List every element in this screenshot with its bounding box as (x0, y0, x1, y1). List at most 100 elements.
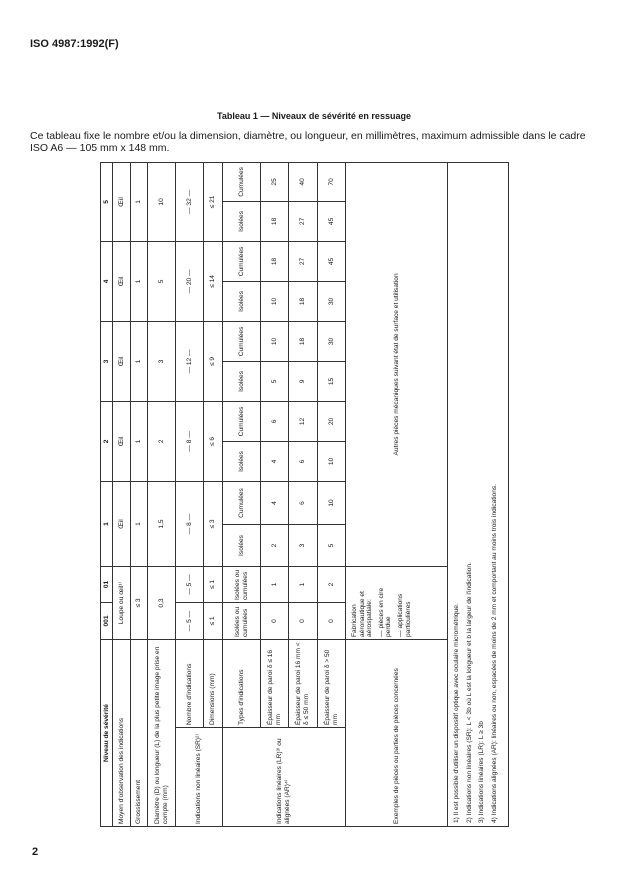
cell: 25 (260, 162, 289, 202)
cell-cumulated: Cumulées (222, 401, 261, 442)
cell-isolated: Isolées (222, 281, 261, 322)
cell: 1 (260, 566, 289, 603)
cell: 18 (260, 241, 289, 282)
cell: 5 (317, 524, 346, 567)
cell: Œil (112, 321, 131, 402)
cell: 30 (317, 321, 346, 362)
cell: 6 (288, 481, 318, 525)
document-id: ISO 4987:1992(F) (30, 38, 119, 50)
severity-table: Niveau de sévérité 001 01 1 2 3 4 5 Moye… (100, 161, 509, 827)
cell: 5 (147, 241, 176, 322)
table-row-thickness: Épaisseur de paroi δ > 50 mm 0 2 5 10 10 20 15 3… (317, 162, 346, 826)
cell: 1 (130, 162, 148, 242)
cell: 3 (147, 321, 176, 402)
table-row-types: Indications linéaires (LR)³⁾ ou alignées… (222, 162, 346, 827)
cell: — 32 — (175, 162, 204, 242)
cell: 1 (130, 321, 148, 402)
cell: 1,5 (147, 481, 176, 567)
cell: — 12 — (175, 321, 204, 402)
cell: 2 (147, 401, 176, 482)
group-label-linear: Indications linéaires (LR)³⁾ ou alignées… (222, 727, 346, 827)
cell: 0 (288, 602, 318, 640)
cell: ≤ 14 (203, 241, 223, 322)
row-label: Nombre d'indications (175, 639, 204, 728)
level-4: 4 (100, 241, 113, 322)
table-row-examples: Exemples de pièces ou parties de pièces … (345, 162, 448, 827)
cell: — 8 — (175, 481, 204, 567)
row-label: Moyen d'observation des indications (112, 639, 131, 827)
cell: 10 (317, 441, 346, 482)
cell: 45 (317, 241, 346, 282)
level-1: 1 (100, 481, 113, 567)
cell-cumulated: Cumulées (222, 481, 261, 525)
cell: — 5 — (175, 602, 204, 640)
cell: 15 (317, 361, 346, 402)
cell-cumulated: Cumulées (222, 162, 261, 202)
examples-aerospace-item: — pièces en cire perdue (377, 587, 393, 637)
cell: 1 (288, 566, 318, 603)
cell: 40 (288, 162, 318, 202)
cell: ≤ 9 (203, 321, 223, 402)
cell: 18 (288, 321, 318, 362)
row-label: Diamètre (D) ou longueur (L) de la plus … (147, 639, 176, 827)
level-001: 001 (100, 602, 113, 640)
cell: 4 (260, 441, 289, 482)
cell: 6 (288, 441, 318, 482)
cell: Isolées ou cumulées (222, 566, 261, 603)
row-label: Épaisseur de paroi δ ≤ 16 mm (260, 639, 289, 728)
cell: 27 (288, 201, 318, 242)
severity-table-rotated: Niveau de sévérité 001 01 1 2 3 4 5 Moye… (100, 161, 509, 827)
cell: 30 (317, 281, 346, 322)
footnote-1: 1) Il est possible d'utiliser un disposi… (453, 603, 460, 823)
cell: 6 (260, 401, 289, 442)
table-row-count: Indications non linéaires (SR)²⁾ Nombre … (175, 162, 223, 827)
cell: 5 (260, 361, 289, 402)
cell: 10 (317, 481, 346, 525)
cell: 12 (288, 401, 318, 442)
cell: Œil (112, 241, 131, 322)
cell: Œil (112, 401, 131, 482)
examples-aerospace-title: Fabrication aéronautique et aérospatiale… (351, 591, 374, 637)
table-row-thickness: Épaisseur de paroi 16 mm < δ ≤ 50 mm 0 1 3 6… (288, 162, 318, 826)
cell-cumulated: Cumulées (222, 241, 261, 282)
examples-other: Autres pièces mécaniques suivant état de… (345, 162, 448, 567)
row-label: Épaisseur de paroi δ > 50 mm (317, 639, 346, 728)
footnote-4: 4) Indications alignées (AR): linéaires … (490, 483, 498, 823)
intro-paragraph: Ce tableau fixe le nombre et/ou la dimen… (30, 130, 586, 154)
cell: 0,3 (147, 566, 176, 640)
row-label: Types d'indications (222, 639, 261, 728)
header-label: Niveau de sévérité (100, 639, 113, 827)
cell: 18 (288, 281, 318, 322)
cell: 1 (130, 481, 148, 567)
cell: — 5 — (175, 566, 204, 603)
footnote-2: 2) Indications non linéaires (SR): L < 3… (465, 562, 473, 823)
footnotes: 1) Il est possible d'utiliser un disposi… (447, 162, 509, 827)
cell-cumulated: Cumulées (222, 321, 261, 362)
table-row-header: Niveau de sévérité 001 01 1 2 3 4 5 (100, 162, 113, 827)
cell: 1 (130, 241, 148, 322)
cell: ≤ 3 (203, 481, 223, 567)
cell: Isolées ou cumulées (222, 602, 261, 640)
cell: 4 (260, 481, 289, 525)
group-label-non-linear: Indications non linéaires (SR)²⁾ (175, 727, 223, 827)
cell: Œil (112, 162, 131, 242)
table-title: Tableau 1 — Niveaux de sévérité en ressu… (217, 111, 411, 121)
cell: 70 (317, 162, 346, 202)
table-row-footnotes: 1) Il est possible d'utiliser un disposi… (447, 162, 509, 827)
cell: 3 (288, 524, 318, 567)
cell: ≤ 1 (203, 566, 223, 603)
table-row-magnification: Grossissement ≤ 3 1 1 1 1 1 (130, 162, 148, 827)
table-row-observation: Moyen d'observation des indications Loup… (112, 162, 131, 827)
cell: 20 (317, 401, 346, 442)
cell: — 8 — (175, 401, 204, 482)
examples-aerospace-item: — applications particulières (396, 593, 412, 637)
cell: 0 (260, 602, 289, 640)
footnote-3: 3) Indications linéaires (LR): L ≥ 3b (478, 721, 485, 823)
examples-aerospace: Fabrication aéronautique et aérospatiale… (345, 566, 448, 640)
cell: 1 (130, 401, 148, 482)
cell: 2 (260, 524, 289, 567)
cell: Œil (112, 481, 131, 567)
row-label: Grossissement (130, 639, 148, 827)
cell: 10 (260, 281, 289, 322)
cell: 10 (147, 162, 176, 242)
